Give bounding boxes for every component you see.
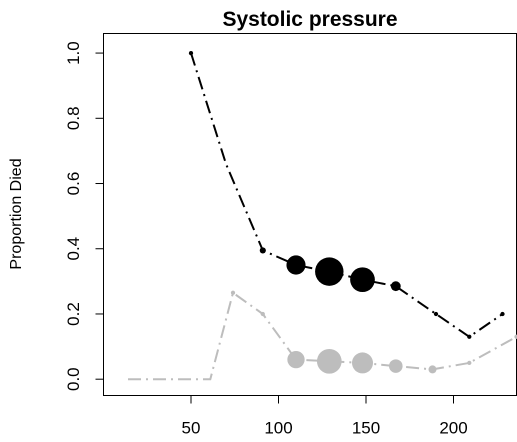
series-2-point — [514, 334, 517, 339]
y-tick-label: 0.0 — [64, 367, 83, 391]
series-2-point — [287, 350, 305, 369]
series-1-point — [286, 255, 306, 275]
y-tick-label: 0.4 — [64, 237, 83, 261]
y-tick-label: 0.6 — [64, 172, 83, 196]
series-2-point — [467, 360, 472, 366]
series-2-point — [389, 359, 403, 373]
series-lines — [128, 52, 517, 381]
series-1-point — [433, 311, 439, 317]
series-1-point — [390, 281, 401, 292]
plot-frame — [103, 33, 517, 396]
series-1-point — [500, 311, 505, 317]
x-tick-label: 100 — [264, 419, 292, 438]
series-1-point — [467, 334, 472, 339]
series-1-line — [190, 52, 504, 339]
series-points — [188, 50, 517, 374]
y-tick-label: 0.2 — [64, 302, 83, 326]
series-2-point — [260, 311, 265, 317]
x-axis: 50 100 150 200 — [182, 395, 468, 438]
series-2-point — [428, 365, 437, 374]
y-axis-label: Proportion Died — [8, 158, 25, 269]
series-2-point — [230, 290, 236, 295]
series-2-point — [352, 352, 373, 374]
x-tick-label: 150 — [352, 419, 380, 438]
series-1-point — [315, 257, 344, 286]
chart-title: Systolic pressure — [222, 8, 397, 31]
x-tick-label: 50 — [182, 419, 201, 438]
series-1-point — [188, 50, 194, 56]
x-tick-label: 200 — [439, 419, 467, 438]
series-2-point — [316, 348, 342, 374]
series-1-point — [350, 267, 375, 293]
series-1-point — [259, 247, 266, 254]
y-tick-label: 0.8 — [64, 106, 83, 130]
y-tick-label: 1.0 — [64, 41, 83, 65]
y-axis: 0.0 0.2 0.4 0.6 0.8 1.0 — [64, 41, 104, 391]
